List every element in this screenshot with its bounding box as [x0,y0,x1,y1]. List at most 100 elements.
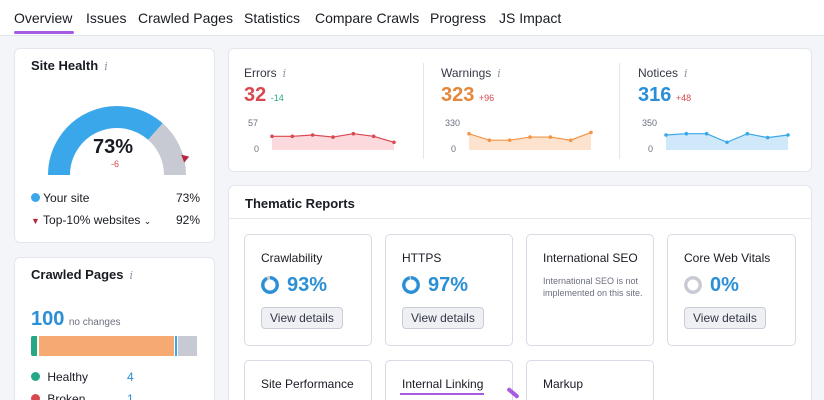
axis-tick-bottom: 0 [648,144,654,154]
bar-segment-redirects[interactable] [174,336,178,356]
broken-value[interactable]: 1 [127,392,134,400]
report-internal-linking[interactable]: Internal Linking [385,360,513,400]
metric-value[interactable]: 323 [441,84,475,106]
crawled-pages-bar[interactable] [31,336,198,356]
sparkline-point [568,138,573,142]
sparkline-point [528,135,532,139]
view-details-button[interactable]: View details [402,307,484,329]
metric-value-row: 323 +96 [441,84,494,107]
info-icon[interactable]: i [497,67,501,80]
sparkline-point [704,131,709,136]
metric-sparkline[interactable] [664,120,790,150]
bar-segment-healthy[interactable] [31,336,38,356]
sparkline-point [487,138,492,142]
tab-statistics[interactable]: Statistics [244,10,301,26]
report-title: Site Performance [261,377,354,391]
top-websites-marker-icon [181,154,190,163]
info-icon[interactable]: i [282,67,287,80]
chevron-down-icon[interactable]: ⌄ [143,216,152,226]
top-websites-label: Top-10% websites [43,213,141,227]
sparkline-point [765,135,770,140]
legend-top-websites[interactable]: ▼ Top-10% websites ⌄ [31,213,151,227]
triangle-down-icon: ▼ [31,216,40,226]
axis-tick-bottom: 0 [451,144,457,154]
crawled-pages-change: no changes [68,317,121,328]
axis-tick-top: 330 [445,118,461,128]
sparkline-point [589,130,593,135]
site-health-title-text: Site Health [31,58,99,73]
sparkline-point [684,131,689,136]
sparkline-point [467,131,471,136]
legend-healthy: Healthy [31,370,88,384]
report-title: International SEO [543,251,638,265]
site-health-delta: -6 [111,159,120,169]
tab-overview[interactable]: Overview [14,10,73,26]
info-icon[interactable]: i [129,269,134,282]
report-title: HTTPS [402,251,442,265]
site-health-gauge [48,106,190,176]
tab-issues[interactable]: Issues [86,10,127,26]
progress-ring-icon [402,276,420,294]
metric-label-text: Errors [244,66,277,80]
bar-segment-broken[interactable] [37,336,40,356]
view-details-button[interactable]: View details [261,307,343,329]
metric-delta: +48 [675,93,692,103]
report-international-seo[interactable]: International SEO International SEO is n… [526,234,654,346]
legend-broken: Broken [31,392,85,400]
metric-sparkline[interactable] [467,120,593,150]
view-details-button[interactable]: View details [684,307,766,329]
tab-compare-crawls[interactable]: Compare Crawls [315,10,420,26]
sparkline-point [331,135,335,139]
sparkline-point [351,131,356,136]
axis-tick-top: 57 [248,118,259,128]
report-description: International SEO is not implemented on … [543,276,643,298]
report-crawlability[interactable]: Crawlability 93% View details [244,234,372,346]
report-title: Crawlability [261,251,323,265]
your-site-dot-icon [31,193,40,202]
info-icon[interactable]: i [684,67,688,80]
divider [229,218,811,219]
axis-tick-bottom: 0 [254,144,260,154]
tab-js-impact[interactable]: JS Impact [499,10,562,26]
site-health-card: Site Health i 73% -6 Your site 73% ▼ Top-… [14,48,215,243]
bar-segment-have-issues[interactable] [39,336,175,356]
sparkline-point [786,133,790,137]
metric-value[interactable]: 32 [244,84,267,106]
sparkline-point [507,138,512,142]
gauge-fill [48,106,163,176]
report-percentage: 0% [710,274,739,296]
report-markup[interactable]: Markup [526,360,654,400]
sparkline-point [371,134,376,139]
tab-crawled-pages[interactable]: Crawled Pages [138,10,233,26]
report-site-performance[interactable]: Site Performance [244,360,372,400]
info-icon[interactable]: i [104,60,108,73]
metric-label: Notices i [638,66,688,80]
progress-ring-icon [261,276,279,294]
healthy-value[interactable]: 4 [127,370,134,384]
report-title: Core Web Vitals [684,251,771,265]
sparkline-point [725,140,729,145]
report-https[interactable]: HTTPS 97% View details [385,234,513,346]
bar-segment-blocked[interactable] [177,336,198,356]
progress-ring-icon [684,276,702,294]
metric-label-text: Notices [638,66,679,80]
tab-progress[interactable]: Progress [430,10,487,26]
metric-label: Warnings i [441,66,501,80]
metric-value[interactable]: 316 [638,84,672,106]
metric-value-row: 316 +48 [638,84,691,107]
site-health-title: Site Health i [31,58,108,73]
report-core-web-vitals[interactable]: Core Web Vitals 0% View details [667,234,796,346]
crawled-pages-count-row: 100 no changes [31,308,121,331]
sparkline-point [270,134,274,139]
divider [423,63,424,159]
issues-metrics-card [228,48,812,172]
your-site-label: Your site [43,191,90,205]
crawled-pages-count[interactable]: 100 [31,308,65,330]
metric-sparkline[interactable] [270,120,396,150]
crawled-pages-title: Crawled Pages i [31,267,133,282]
report-percentage: 97% [428,274,469,296]
top-websites-value: 92% [176,213,201,227]
gauge-track [147,123,186,176]
sparkline-area [469,132,591,150]
report-title: Markup [543,377,584,391]
